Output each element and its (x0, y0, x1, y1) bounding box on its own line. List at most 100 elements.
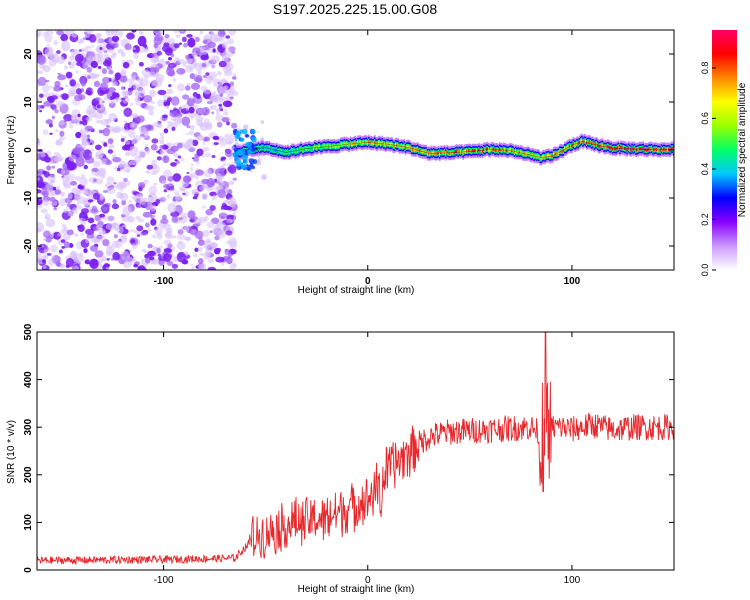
noise-speckle (200, 46, 206, 50)
noise-speckle (191, 139, 199, 146)
noise-speckle (69, 124, 74, 129)
ridge-segment (539, 157, 542, 160)
noise-speckle (174, 194, 182, 201)
noise-speckle (144, 143, 149, 148)
noise-speckle (229, 96, 234, 100)
noise-speckle (91, 148, 95, 152)
noise-speckle (225, 35, 231, 39)
ridge-segment (641, 147, 643, 151)
noise-speckle (195, 93, 201, 99)
noise-speckle (136, 234, 141, 237)
noise-speckle (85, 238, 90, 244)
noise-speckle (136, 78, 143, 83)
noise-speckle (55, 138, 63, 146)
ridge-segment (410, 147, 413, 151)
noise-speckle (194, 247, 199, 252)
noise-speckle (261, 137, 264, 140)
noise-speckle (185, 54, 191, 60)
noise-speckle (166, 126, 170, 129)
noise-speckle (57, 72, 61, 75)
ridge-segment (461, 149, 463, 153)
noise-speckle (175, 160, 180, 164)
noise-speckle (169, 38, 176, 45)
noise-speckle (58, 249, 63, 254)
noise-speckle (95, 33, 101, 39)
noise-speckle (194, 113, 199, 116)
noise-speckle (206, 76, 213, 80)
noise-speckle (39, 110, 43, 113)
noise-speckle (37, 54, 46, 65)
noise-speckle (159, 139, 165, 145)
noise-speckle (72, 207, 78, 214)
noise-speckle (96, 52, 104, 59)
ridge-segment (445, 152, 447, 156)
noise-speckle (226, 121, 230, 126)
noise-speckle (108, 87, 116, 93)
ridge-segment (489, 149, 491, 153)
noise-speckle (40, 244, 44, 248)
ridge-segment (540, 157, 543, 161)
snr-xtick-label: -100 (154, 575, 174, 586)
ridge-segment (663, 147, 665, 151)
noise-speckle (121, 90, 129, 95)
noise-speckle (103, 50, 108, 53)
noise-speckle (138, 31, 143, 34)
ridge-segment (601, 143, 604, 147)
noise-speckle (190, 263, 194, 266)
noise-speckle (53, 152, 60, 157)
noise-speckle (102, 236, 106, 240)
ridge-segment (381, 141, 383, 145)
noise-speckle (163, 248, 172, 254)
noise-speckle (189, 167, 194, 171)
ridge-segment (510, 148, 512, 152)
noise-speckle (92, 160, 101, 168)
ridge-segment (412, 148, 414, 152)
noise-speckle (187, 111, 197, 118)
noise-speckle (60, 239, 66, 243)
noise-speckle (143, 179, 149, 184)
noise-speckle (68, 154, 77, 162)
noise-speckle (137, 35, 147, 47)
noise-speckle (154, 67, 160, 73)
noise-speckle (97, 66, 102, 69)
noise-speckle (116, 226, 124, 235)
noise-speckle (106, 215, 115, 222)
noise-speckle (80, 134, 86, 140)
noise-speckle (81, 208, 89, 215)
ridge-segment (488, 148, 490, 152)
noise-speckle (187, 37, 196, 48)
ridge-segment (392, 144, 395, 148)
noise-speckle (75, 53, 84, 63)
ridge-segment (355, 142, 358, 146)
noise-speckle (46, 183, 52, 189)
ridge-segment (516, 151, 518, 154)
noise-speckle (131, 124, 136, 128)
noise-speckle (42, 84, 50, 93)
noise-speckle (108, 144, 115, 149)
ridge-segment (293, 148, 295, 152)
colorbar-ticks: 0.0 0.2 0.4 0.6 0.8 (700, 62, 716, 276)
noise-speckle (111, 240, 120, 249)
noise-speckle (51, 165, 56, 169)
ridge-segment (559, 149, 561, 153)
noise-speckle (106, 244, 113, 249)
ridge-segment (620, 145, 622, 149)
noise-speckle (171, 235, 177, 239)
noise-speckle (176, 67, 186, 75)
noise-speckle (38, 196, 43, 201)
noise-speckle (173, 43, 180, 49)
ridge-noise (251, 136, 257, 143)
noise-speckle (196, 161, 200, 165)
ridge-segment (386, 142, 388, 146)
noise-speckle (186, 171, 190, 174)
noise-speckle (151, 214, 157, 218)
noise-speckle (167, 202, 177, 213)
noise-speckle (148, 110, 155, 116)
snr-panel: -100 0 100 0 100 200 300 400 500 Height of strai… (6, 323, 675, 595)
noise-speckle (163, 239, 172, 246)
ridge-segment (606, 144, 609, 148)
noise-speckle (219, 93, 223, 97)
ridge-segment (652, 148, 654, 152)
noise-speckle (142, 232, 147, 236)
spectrogram-ytick-label: -20 (23, 238, 34, 253)
